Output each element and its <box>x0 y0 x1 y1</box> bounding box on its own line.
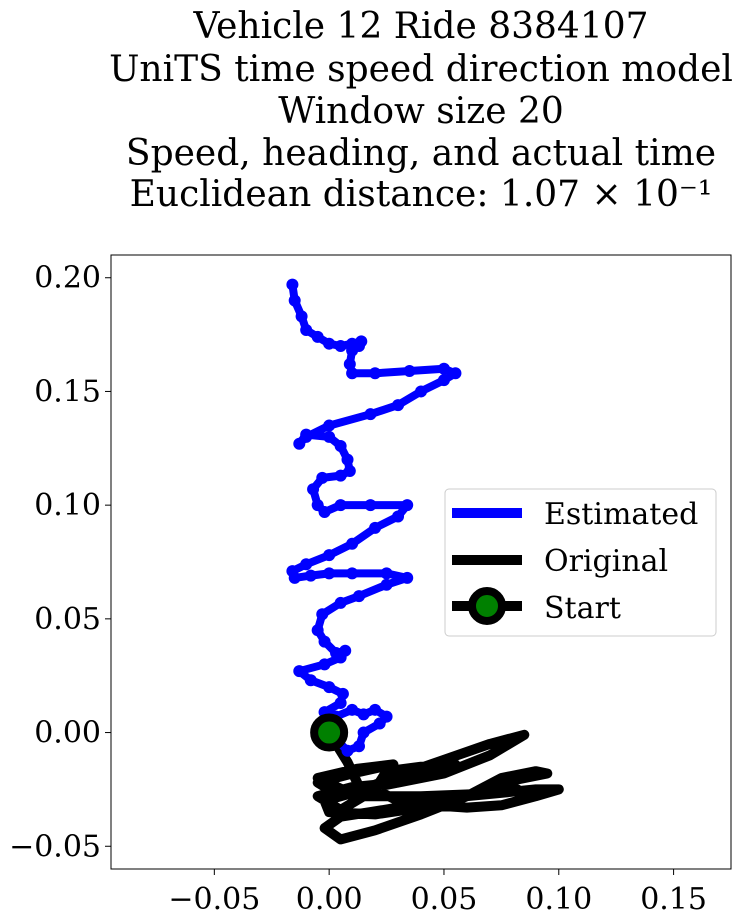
estimated-point <box>300 558 313 571</box>
legend-label-start: Start <box>544 591 621 626</box>
legend-box <box>444 488 717 637</box>
title-line-3: Window size 20 <box>278 91 564 132</box>
estimated-point <box>437 362 450 375</box>
estimated-point <box>346 567 359 580</box>
estimated-point <box>323 549 336 562</box>
estimated-point <box>369 367 382 380</box>
estimated-point <box>353 740 365 753</box>
estimated-point <box>286 278 299 291</box>
estimated-point <box>341 744 354 757</box>
estimated-point <box>318 658 331 671</box>
estimated-point <box>293 437 306 450</box>
chart-title: Vehicle 12 Ride 8384107 UniTS time speed… <box>109 6 733 215</box>
estimated-point <box>334 440 347 453</box>
y-tick-label: 0.05 <box>34 602 101 637</box>
estimated-point <box>437 374 450 387</box>
legend: Estimated Original Start <box>444 488 717 637</box>
estimated-point <box>401 499 414 512</box>
estimated-point <box>311 330 324 343</box>
estimated-point <box>304 674 317 687</box>
estimated-point <box>343 465 356 478</box>
estimated-point <box>293 665 306 678</box>
estimated-point <box>401 571 414 584</box>
estimated-point <box>323 337 336 350</box>
estimated-point <box>288 294 301 307</box>
y-axis: −0.05 0.00 0.05 0.10 0.15 0.20 <box>9 261 111 864</box>
estimated-point <box>373 717 386 730</box>
x-tick-label: −0.05 <box>168 882 260 917</box>
estimated-point <box>300 428 313 441</box>
estimated-point <box>357 708 370 721</box>
estimated-point <box>392 510 405 523</box>
y-tick-label: 0.00 <box>34 716 101 751</box>
estimated-point <box>316 471 329 484</box>
x-axis: −0.05 0.00 0.05 0.10 0.15 <box>168 869 707 917</box>
estimated-point <box>318 505 331 518</box>
estimated-point <box>346 537 359 550</box>
estimated-point <box>369 703 382 716</box>
series-layer <box>286 278 564 845</box>
estimated-point <box>392 399 405 412</box>
x-tick-label: 0.10 <box>525 882 592 917</box>
y-tick-label: −0.05 <box>9 829 101 864</box>
estimated-point <box>415 385 427 398</box>
estimated-point <box>346 344 359 357</box>
y-tick-label: 0.10 <box>34 488 101 523</box>
x-tick-label: 0.05 <box>411 882 478 917</box>
legend-label-estimated: Estimated <box>544 497 698 532</box>
estimated-point <box>346 367 359 380</box>
estimated-point <box>334 651 347 664</box>
legend-swatch-start-marker <box>468 587 506 625</box>
title-line-4: Speed, heading, and actual time <box>126 133 716 174</box>
estimated-point <box>300 324 313 337</box>
estimated-point <box>288 571 301 584</box>
estimated-point <box>364 408 377 421</box>
estimated-point <box>323 567 336 580</box>
title-line-1: Vehicle 12 Ride 8384107 <box>192 6 648 47</box>
estimated-point <box>336 687 349 700</box>
estimated-point <box>316 608 329 621</box>
estimated-point <box>311 624 324 637</box>
estimated-point <box>346 703 359 716</box>
x-tick-label: 0.15 <box>640 882 707 917</box>
estimated-point <box>323 430 336 443</box>
y-tick-label: 0.20 <box>34 261 101 296</box>
estimated-point <box>343 358 356 371</box>
estimated-point <box>334 596 347 609</box>
x-tick-label: 0.00 <box>296 882 363 917</box>
plot-frame <box>110 254 732 870</box>
estimated-point <box>334 696 347 709</box>
estimated-point <box>449 367 462 380</box>
estimated-point <box>357 726 370 739</box>
estimated-point <box>295 310 308 323</box>
estimated-point <box>323 681 336 694</box>
estimated-point <box>364 499 377 512</box>
estimated-point <box>307 483 320 496</box>
estimated-point <box>334 469 347 482</box>
title-line-2: UniTS time speed direction model <box>109 49 733 90</box>
legend-label-original: Original <box>544 544 668 579</box>
estimated-point <box>369 521 382 534</box>
estimated-point <box>380 578 393 591</box>
estimated-point <box>334 339 347 352</box>
estimated-point <box>323 419 336 432</box>
title-line-5: Euclidean distance: 1.07 × 10⁻¹ <box>130 174 713 215</box>
estimated-point <box>304 569 317 582</box>
estimated-point <box>341 453 354 466</box>
start-marker <box>310 713 349 752</box>
estimated-point <box>334 499 347 512</box>
estimated-point <box>318 635 331 648</box>
series-line-original <box>312 727 564 845</box>
y-tick-label: 0.15 <box>34 374 101 409</box>
estimated-point <box>353 590 365 603</box>
estimated-point <box>380 567 393 580</box>
series-line-estimated <box>288 280 460 755</box>
estimated-point <box>403 364 416 377</box>
